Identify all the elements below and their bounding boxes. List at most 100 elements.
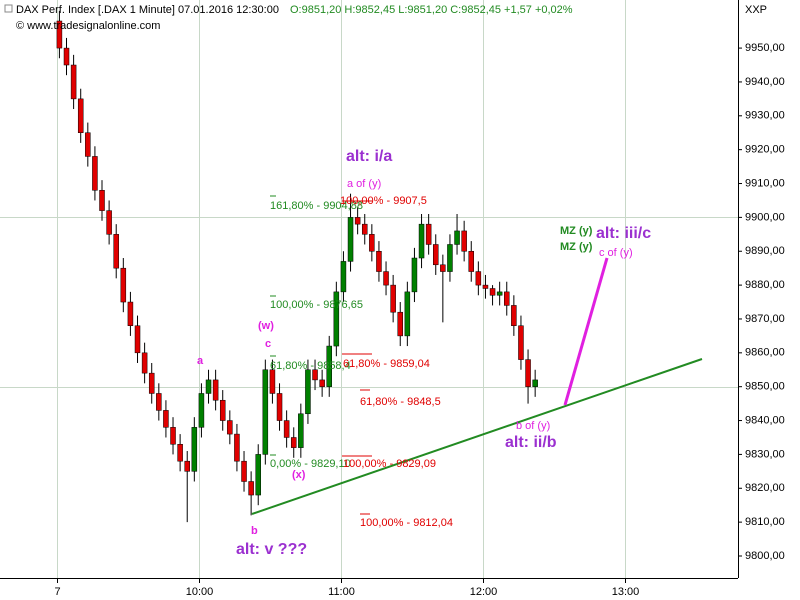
candle-body — [227, 420, 233, 435]
annotation: 0,00% - 9829,10 — [270, 458, 351, 470]
candle-body — [376, 250, 382, 272]
candle-body — [205, 379, 212, 394]
candle-body — [532, 379, 538, 387]
candle-body — [283, 420, 290, 438]
candle-body — [447, 244, 453, 272]
candle-body — [113, 234, 119, 269]
candle-body — [518, 325, 524, 360]
candle-body — [319, 379, 325, 387]
candle-body — [397, 311, 403, 337]
annotation: 61,80% - 9858,4 — [270, 360, 351, 372]
y-tick-label: 9920,00 — [745, 144, 785, 156]
y-tick-label: 9950,00 — [745, 42, 785, 54]
source: © www.tradesignalonline.com — [16, 20, 160, 32]
y-tick-label: 9850,00 — [745, 381, 785, 393]
candle-body — [482, 284, 489, 289]
candle-body — [312, 369, 318, 381]
candle-body — [63, 47, 70, 66]
candle-body — [440, 264, 446, 272]
annotation: b of (y) — [516, 420, 550, 432]
candle-body — [156, 393, 162, 411]
candle-body — [234, 433, 240, 462]
candle-body — [361, 223, 368, 235]
candle-body — [106, 210, 112, 235]
annotation: alt: iii/c — [596, 225, 651, 242]
candle-body — [99, 190, 105, 211]
candle-body — [163, 410, 169, 428]
annotation: c of (y) — [599, 247, 633, 259]
candle-body — [120, 267, 127, 303]
candle-body — [148, 372, 155, 394]
y-tick-label: 9830,00 — [745, 448, 785, 460]
candle-body — [418, 223, 425, 259]
candle-body — [354, 217, 361, 225]
candle-body — [255, 454, 261, 496]
y-tick-label: 9930,00 — [745, 110, 785, 122]
candle-body — [77, 98, 84, 133]
candle-body — [468, 250, 475, 272]
annotation: (w) — [258, 320, 274, 332]
y-tick-label: 9910,00 — [745, 177, 785, 189]
candle-body — [390, 284, 396, 313]
candle-body — [404, 291, 411, 337]
annotation: MZ (y) — [560, 241, 593, 253]
candle-body — [425, 223, 432, 245]
candle-body — [305, 369, 311, 415]
candle-body — [248, 481, 254, 496]
annotation: 61,80% - 9848,5 — [360, 396, 441, 408]
y-tick-label: 9940,00 — [745, 76, 785, 88]
candle-body — [241, 460, 247, 482]
candle-body — [177, 444, 183, 462]
y-tick-label: 9870,00 — [745, 313, 785, 325]
candle-body — [184, 460, 190, 472]
candle-body — [276, 393, 283, 421]
y-tick-label: 9900,00 — [745, 211, 785, 223]
x-tick-label: 11:00 — [328, 586, 355, 598]
fib-markers-green — [270, 195, 276, 456]
candle-body — [134, 325, 141, 354]
candle-body — [290, 437, 297, 448]
corner-label: XXP — [745, 4, 767, 16]
annotation: 100,00% - 9812,04 — [360, 517, 453, 529]
candle-body — [489, 288, 496, 296]
candle-body — [219, 399, 226, 421]
trend-line — [251, 358, 703, 515]
annotation: MZ (y) — [560, 225, 593, 237]
y-tick-label: 9810,00 — [745, 516, 785, 528]
annotation: c — [265, 338, 271, 350]
candle-body — [326, 345, 332, 387]
candle-body — [170, 427, 176, 445]
projection-line — [563, 257, 609, 406]
candle-body — [85, 132, 91, 157]
annotation: 61,80% - 9859,04 — [343, 358, 430, 370]
candle-body — [127, 301, 134, 326]
annotation: b — [251, 525, 258, 537]
candle-body — [198, 393, 205, 428]
candle-body — [56, 20, 63, 49]
candle-body — [269, 369, 276, 394]
candle-body — [504, 291, 510, 306]
candle-body — [411, 257, 418, 293]
candle-body — [496, 291, 503, 296]
candle-body — [340, 261, 347, 293]
candle-body — [475, 271, 482, 286]
y-tick-label: 9890,00 — [745, 245, 785, 257]
candle-body — [432, 244, 439, 266]
candle-body — [461, 230, 467, 252]
annotation: 100,00% - 9876,65 — [270, 299, 363, 311]
annotation: (x) — [292, 469, 306, 481]
y-tick-label: 9800,00 — [745, 550, 785, 562]
x-tick-label: 12:00 — [470, 586, 498, 598]
candle-body — [70, 64, 77, 100]
x-tick-label: 13:00 — [612, 586, 640, 598]
annotation: 100,00% - 9829,09 — [343, 458, 436, 470]
x-tick-label: 10:00 — [186, 586, 214, 598]
annotation: a of (y) — [347, 178, 381, 190]
candle-body — [298, 413, 304, 448]
header-icon — [4, 4, 13, 13]
candle-body — [333, 291, 340, 347]
annotation: 161,80% - 9904,88 — [270, 200, 363, 212]
x-tick-label: 7 — [54, 586, 60, 598]
candle-body — [262, 369, 269, 455]
